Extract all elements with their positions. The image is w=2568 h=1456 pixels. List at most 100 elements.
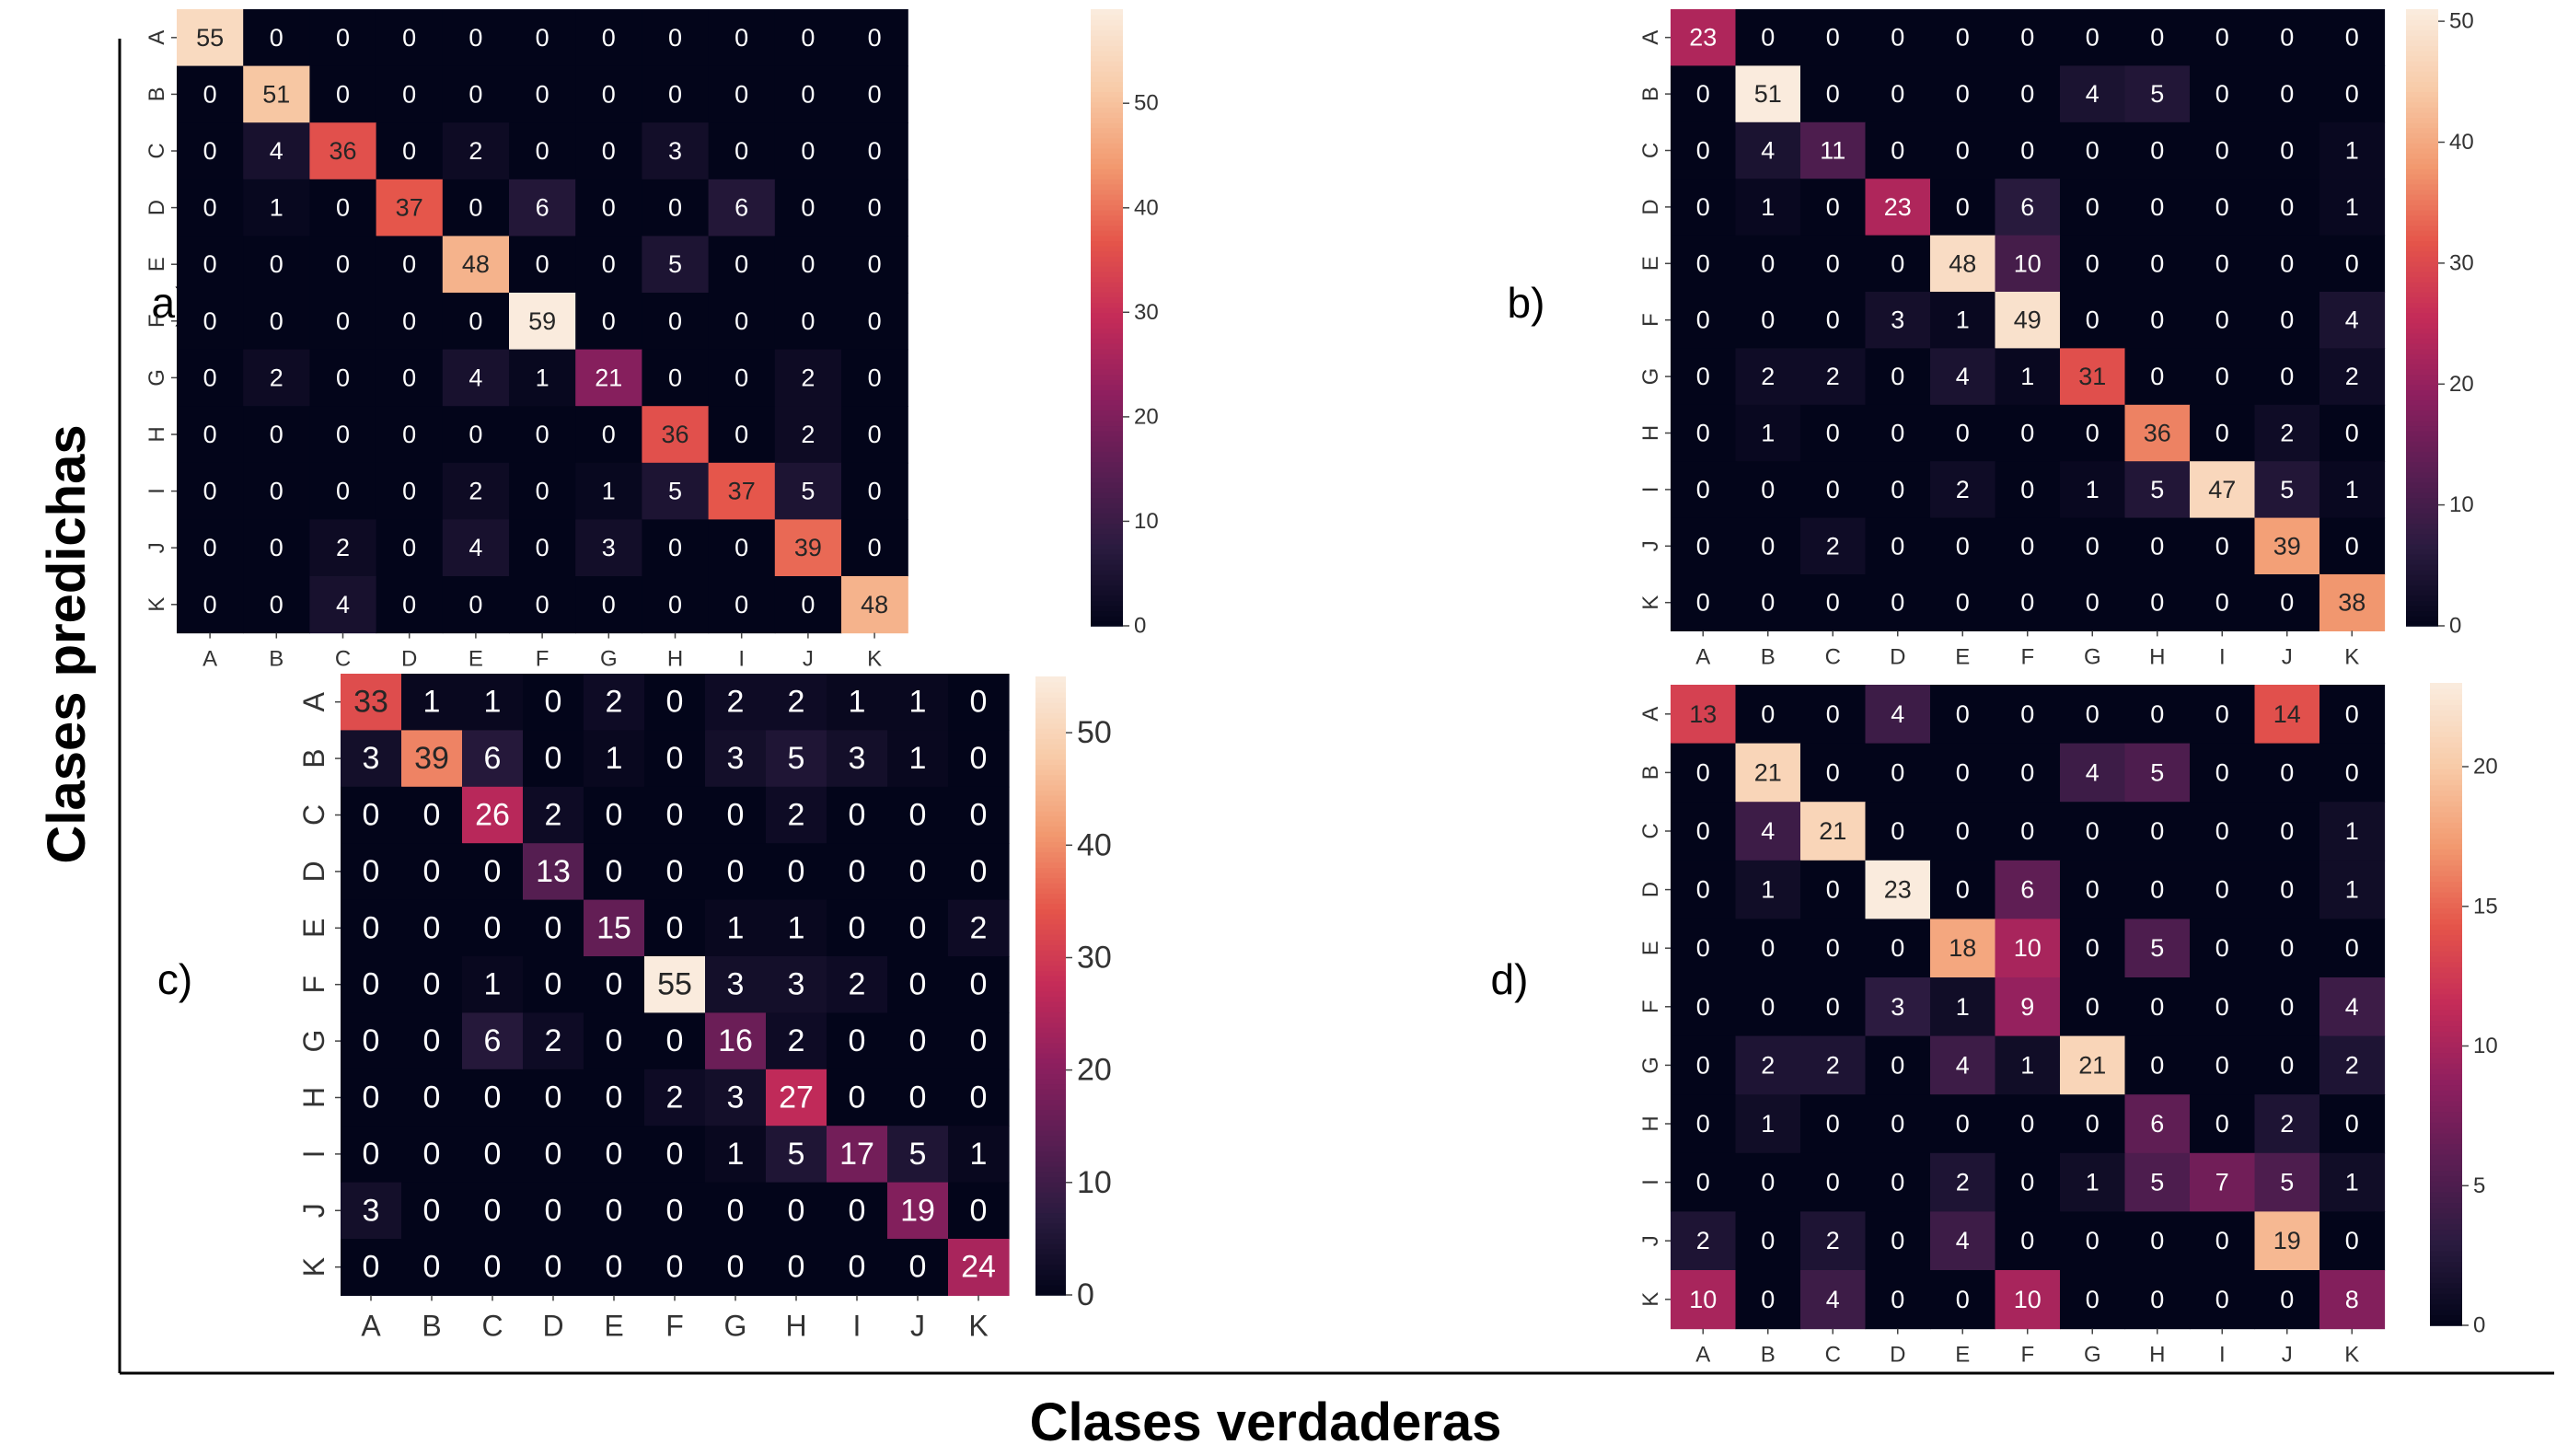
heatmap-cell <box>2319 743 2386 803</box>
cell-value-label: 0 <box>402 250 416 278</box>
colorbar-segment <box>1035 867 1066 873</box>
heatmap-cell <box>827 786 888 844</box>
colorbar-segment <box>2406 445 2438 452</box>
heatmap-cell <box>708 9 776 67</box>
heatmap-cell <box>841 179 908 237</box>
heatmap-cell <box>1671 860 1737 919</box>
cell-value-label: 1 <box>849 685 866 720</box>
colorbar-segment <box>1035 1125 1066 1131</box>
cell-value-label: 23 <box>1689 24 1717 52</box>
cell-value-label: 0 <box>868 478 882 505</box>
heatmap-cell <box>2254 685 2320 745</box>
colorbar-segment <box>2406 553 2438 560</box>
colorbar-segment <box>1035 1016 1066 1023</box>
cell-value-label: 0 <box>2215 80 2229 108</box>
cell-value-label: 1 <box>484 967 502 1002</box>
colorbar-segment <box>1035 738 1066 745</box>
heatmap-cell <box>948 1069 1010 1127</box>
heatmap-cell <box>1930 121 1996 179</box>
cell-value-label: 0 <box>2150 24 2164 52</box>
cell-value-label: 0 <box>484 910 502 945</box>
cell-value-label: 2 <box>1826 1051 1840 1079</box>
heatmap-cell <box>2319 348 2386 406</box>
x-tick-label: C <box>1825 644 1841 669</box>
cell-value-label: 0 <box>2150 137 2164 165</box>
cell-value-label: 0 <box>545 741 562 776</box>
colorbar-segment <box>1035 934 1066 941</box>
cell-value-label: 0 <box>2086 24 2100 52</box>
heatmap-cell <box>1995 179 2061 237</box>
heatmap-cell <box>177 293 244 351</box>
colorbar-segment <box>1091 250 1123 257</box>
cell-value-label: 51 <box>262 80 290 108</box>
cell-value-label: 0 <box>1761 249 1775 277</box>
colorbar-segment <box>1035 728 1066 734</box>
colorbar-tick-label: 10 <box>2449 492 2474 517</box>
y-tick-label: C <box>1638 823 1663 838</box>
colorbar-segment <box>2430 1084 2462 1091</box>
heatmap-cell <box>1865 1211 1931 1271</box>
colorbar-segment <box>2406 605 2438 612</box>
cell-value-label: 0 <box>1826 1110 1840 1138</box>
cell-value-label: 0 <box>2280 1286 2294 1313</box>
heatmap-cell <box>177 576 244 634</box>
colorbar-segment <box>2406 40 2438 46</box>
colorbar-segment <box>1035 1115 1066 1121</box>
colorbar-segment <box>1035 1063 1066 1069</box>
colorbar-segment <box>1091 86 1123 93</box>
cell-value-label: 0 <box>2215 700 2229 728</box>
heatmap-cell <box>774 349 842 407</box>
colorbar-segment <box>1035 1078 1066 1085</box>
heatmap-cell <box>705 1012 767 1070</box>
x-tick-label: J <box>803 647 814 672</box>
colorbar-segment <box>1035 970 1066 976</box>
cell-value-label: 0 <box>468 421 482 448</box>
heatmap-cell <box>401 1239 463 1296</box>
heatmap-cell <box>1865 574 1931 631</box>
colorbar-segment <box>1091 523 1123 529</box>
colorbar-segment <box>2430 1309 2462 1316</box>
heatmap-cell <box>2319 9 2386 66</box>
colorbar-segment <box>1035 1022 1066 1028</box>
colorbar-segment <box>2430 736 2462 743</box>
cell-value-label: 0 <box>2215 1227 2229 1254</box>
colorbar-segment <box>2406 194 2438 201</box>
cell-value-label: 0 <box>2020 758 2034 786</box>
colorbar-segment <box>2406 338 2438 344</box>
heatmap-cell <box>705 1126 767 1184</box>
cell-value-label: 0 <box>203 364 217 391</box>
cell-value-label: 0 <box>203 591 217 618</box>
colorbar-segment <box>2406 225 2438 231</box>
cell-value-label: 0 <box>2020 80 2034 108</box>
cell-value-label: 2 <box>2280 1110 2294 1138</box>
cell-value-label: 0 <box>2280 80 2294 108</box>
heatmap-cell <box>948 730 1010 788</box>
cell-value-label: 1 <box>270 194 283 222</box>
colorbar-segment <box>2430 1127 2462 1134</box>
heatmap-cell <box>376 65 444 123</box>
y-tick-label: D <box>1638 882 1663 897</box>
heatmap-cell <box>705 899 767 957</box>
cell-value-label: 0 <box>468 24 482 52</box>
heatmap-cell <box>2254 235 2320 293</box>
x-tick-label: K <box>968 1309 988 1342</box>
heatmap-cell <box>1800 860 1867 919</box>
cell-value-label: 0 <box>602 80 616 108</box>
heatmap-cell <box>827 1182 888 1240</box>
heatmap-cell <box>575 65 642 123</box>
heatmap-cell <box>2060 235 2126 293</box>
heatmap-cell <box>376 236 444 294</box>
cell-value-label: 0 <box>1891 476 1904 503</box>
colorbar-segment <box>2406 348 2438 354</box>
cell-value-label: 5 <box>909 1137 927 1172</box>
heatmap-cell <box>1995 685 2061 745</box>
heatmap-cell <box>243 122 310 180</box>
cell-value-label: 0 <box>2345 934 2359 962</box>
cell-value-label: 0 <box>2345 1227 2359 1254</box>
cell-value-label: 0 <box>1761 476 1775 503</box>
heatmap-cell <box>177 65 244 123</box>
heatmap-cell <box>2254 9 2320 66</box>
colorbar-segment <box>2430 843 2462 850</box>
cell-value-label: 0 <box>1696 993 1710 1021</box>
cell-value-label: 26 <box>475 798 510 833</box>
